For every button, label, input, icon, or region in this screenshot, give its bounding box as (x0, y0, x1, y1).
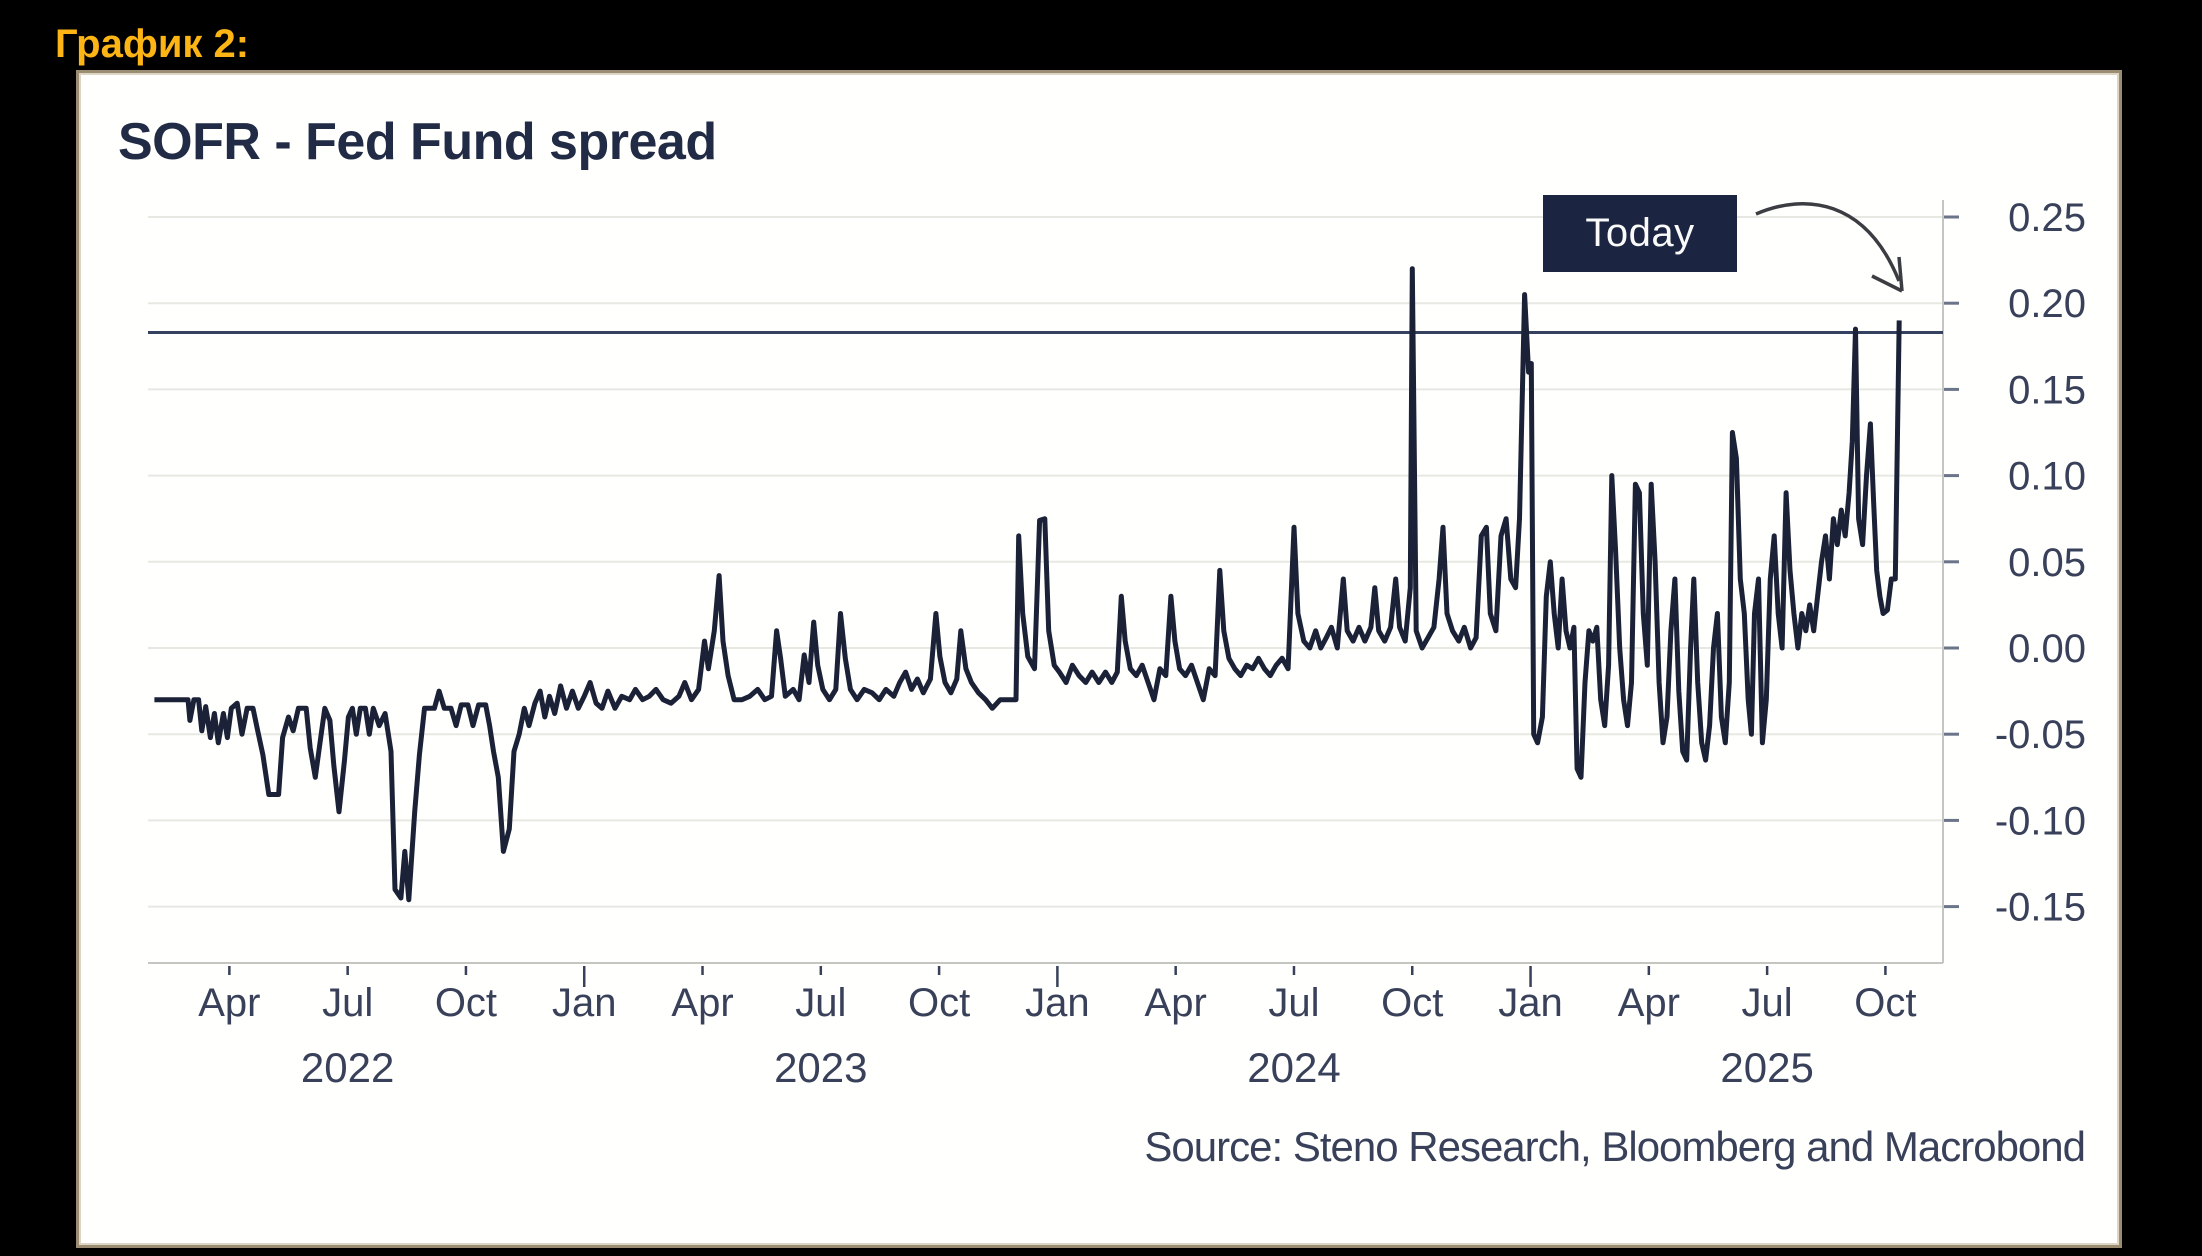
today-annotation: Today (1543, 195, 1737, 272)
figure-label: График 2: (55, 22, 250, 66)
chart-title: SOFR - Fed Fund spread (118, 113, 717, 171)
today-annotation-label: Today (1585, 211, 1695, 255)
chart-panel (76, 70, 2122, 1248)
source-credit: Source: Steno Research, Bloomberg and Ma… (1144, 1123, 2086, 1170)
